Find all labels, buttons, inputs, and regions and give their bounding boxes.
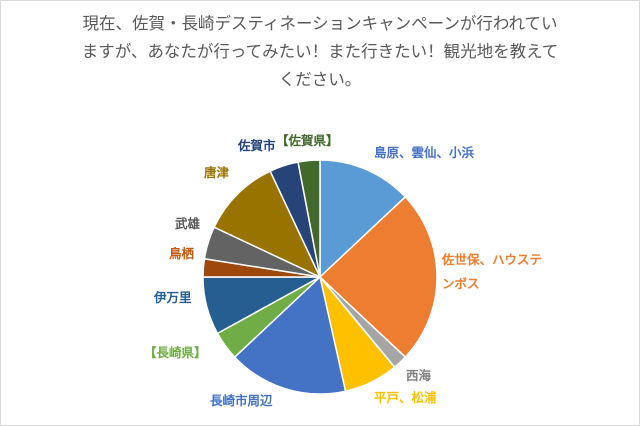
slice-label: 西海 bbox=[406, 368, 432, 383]
pie-slice bbox=[297, 159, 321, 278]
slice-label: 長崎市周辺 bbox=[210, 393, 273, 408]
question-line-3: ください。 bbox=[278, 70, 362, 89]
slice-label: 平戸、松浦 bbox=[374, 390, 437, 405]
slice-label: 【佐賀県】 bbox=[276, 133, 339, 148]
pie-slice bbox=[233, 275, 347, 395]
slice-label: 【長崎県】 bbox=[144, 345, 207, 360]
pie-slice bbox=[318, 195, 438, 359]
slice-label: 唐津 bbox=[204, 165, 230, 180]
question-line-2: ますが、あなたが行ってみたい！また行きたい！観光地を教えて bbox=[81, 42, 559, 61]
pie-slice bbox=[319, 159, 407, 279]
question-line-1: 現在、佐賀・長崎デスティネーションキャンペーンが行われてい bbox=[82, 14, 558, 33]
slice-label: 佐世保、ハウステンボス bbox=[441, 252, 542, 291]
survey-question: 現在、佐賀・長崎デスティネーションキャンペーンが行われてい ますが、あなたが行っ… bbox=[20, 10, 620, 94]
pie-slice bbox=[213, 170, 322, 279]
slice-label: 武雄 bbox=[175, 216, 201, 231]
slice-label: 島原、雲仙、小浜 bbox=[374, 145, 475, 160]
slice-label: 鳥栖 bbox=[169, 246, 195, 261]
slice-label: 伊万里 bbox=[153, 290, 192, 305]
slice-label: 佐賀市 bbox=[237, 138, 276, 153]
